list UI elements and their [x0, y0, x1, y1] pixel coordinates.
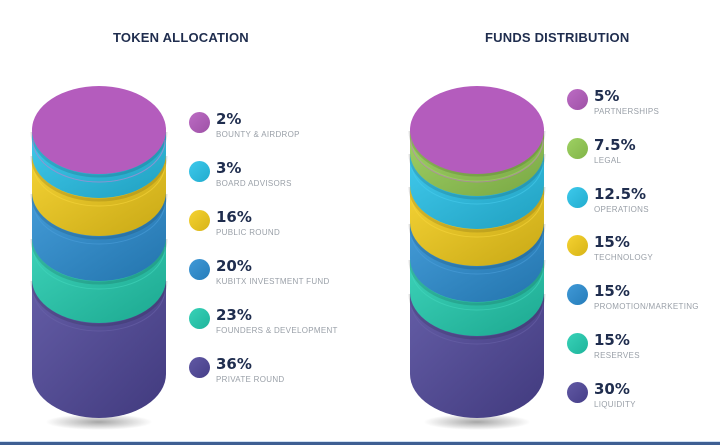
- segment-drop-shadow: [408, 293, 546, 340]
- legend-value: 3%: [216, 159, 242, 177]
- legend-color-dot: [567, 137, 588, 159]
- legend-value: 12.5%: [594, 184, 647, 203]
- cylinder-shadow: [45, 414, 153, 430]
- legend-label: KUBITX INVESTMENT FUND: [216, 277, 330, 286]
- legend-value: 15%: [594, 331, 630, 349]
- legend-color-dot: [189, 357, 210, 378]
- legend-label: PUBLIC ROUND: [216, 228, 281, 237]
- footer-bar: [0, 442, 720, 445]
- legend-color-dot: [189, 308, 210, 329]
- segment-drop-shadow: [30, 238, 168, 285]
- legend-item: 15% TECHNOLOGY: [567, 233, 720, 273]
- segment-drop-shadow: [408, 153, 546, 200]
- legend-value: 23%: [216, 306, 252, 324]
- token-allocation-title: TOKEN ALLOCATION: [113, 30, 249, 45]
- legend-item: 20% KUBITX INVESTMENT FUND: [189, 257, 389, 297]
- legend-label: LEGAL: [594, 155, 622, 165]
- segment-rim-highlight: [410, 267, 544, 311]
- segment-rim-highlight: [32, 288, 166, 332]
- segment-drop-shadow: [30, 155, 168, 202]
- segment-rim-highlight: [410, 138, 544, 182]
- legend-item: 15% RESERVES: [567, 331, 720, 371]
- legend-item: 5% PARTNERSHIPS: [567, 87, 720, 127]
- segment-drop-shadow: [408, 259, 546, 306]
- legend-item: 30% LIQUIDITY: [567, 380, 720, 420]
- segment-rim-highlight: [32, 246, 166, 290]
- legend-color-dot: [567, 89, 588, 110]
- legend-label: BOARD ADVISORS: [216, 179, 292, 188]
- segment-rim-highlight: [32, 163, 166, 207]
- legend-value: 20%: [216, 257, 252, 275]
- cylinder-shadow: [423, 414, 531, 430]
- legend-value: 30%: [594, 379, 630, 398]
- legend-label: BOUNTY & AIRDROP: [216, 130, 300, 139]
- legend-label: PROMOTION/MARKETING: [594, 302, 699, 312]
- legend-label: PARTNERSHIPS: [594, 107, 660, 116]
- legend-item: 2% BOUNTY & AIRDROP: [189, 110, 389, 150]
- cylinder-top-face: [32, 86, 166, 174]
- legend-value: 16%: [216, 208, 252, 226]
- legend-label: TECHNOLOGY: [594, 253, 654, 263]
- legend-label: RESERVES: [594, 351, 640, 360]
- legend-label: LIQUIDITY: [594, 399, 636, 409]
- legend-value: 15%: [594, 282, 630, 301]
- segment-rim-highlight: [410, 161, 544, 205]
- legend-item: 23% FOUNDERS & DEVELOPMENT: [189, 306, 389, 346]
- segment-rim-highlight: [410, 231, 544, 275]
- segment-drop-shadow: [408, 186, 546, 233]
- segment-drop-shadow: [30, 193, 168, 240]
- legend-color-dot: [189, 210, 210, 231]
- legend-color-dot: [567, 235, 588, 257]
- legend-label: FOUNDERS & DEVELOPMENT: [216, 326, 338, 335]
- legend-color-dot: [567, 333, 588, 354]
- legend-color-dot: [189, 161, 210, 182]
- legend-color-dot: [189, 259, 210, 280]
- legend-color-dot: [567, 381, 588, 403]
- legend-value: 5%: [594, 87, 620, 105]
- legend-label: PRIVATE ROUND: [216, 375, 285, 384]
- legend-value: 36%: [216, 355, 252, 373]
- legend-item: 36% PRIVATE ROUND: [189, 355, 389, 395]
- funds-distribution-title: FUNDS DISTRIBUTION: [485, 30, 630, 45]
- segment-rim-highlight: [32, 201, 166, 245]
- segment-drop-shadow: [30, 131, 168, 178]
- legend-color-dot: [567, 284, 588, 306]
- segment-drop-shadow: [30, 280, 168, 327]
- legend-item: 7.5% LEGAL: [567, 136, 720, 176]
- segment-drop-shadow: [408, 223, 546, 270]
- token-allocation-cylinder: [30, 86, 168, 430]
- legend-value: 7.5%: [594, 135, 636, 154]
- legend-item: 12.5% OPERATIONS: [567, 185, 720, 225]
- segment-drop-shadow: [408, 130, 546, 177]
- legend-item: 16% PUBLIC ROUND: [189, 208, 389, 248]
- legend-color-dot: [189, 112, 210, 133]
- legend-value: 2%: [216, 110, 242, 128]
- cylinder-top-face: [410, 86, 544, 174]
- legend-label: OPERATIONS: [594, 204, 649, 214]
- legend-item: 3% BOARD ADVISORS: [189, 159, 389, 199]
- segment-rim-highlight: [410, 194, 544, 238]
- segment-rim-highlight: [410, 301, 544, 345]
- funds-distribution-cylinder: [408, 86, 546, 430]
- legend-color-dot: [567, 186, 588, 208]
- segment-rim-highlight: [410, 139, 544, 183]
- footer-highlight: [0, 441, 720, 442]
- legend-value: 15%: [594, 233, 630, 252]
- legend-item: 15% PROMOTION/MARKETING: [567, 282, 720, 322]
- segment-rim-highlight: [32, 139, 166, 183]
